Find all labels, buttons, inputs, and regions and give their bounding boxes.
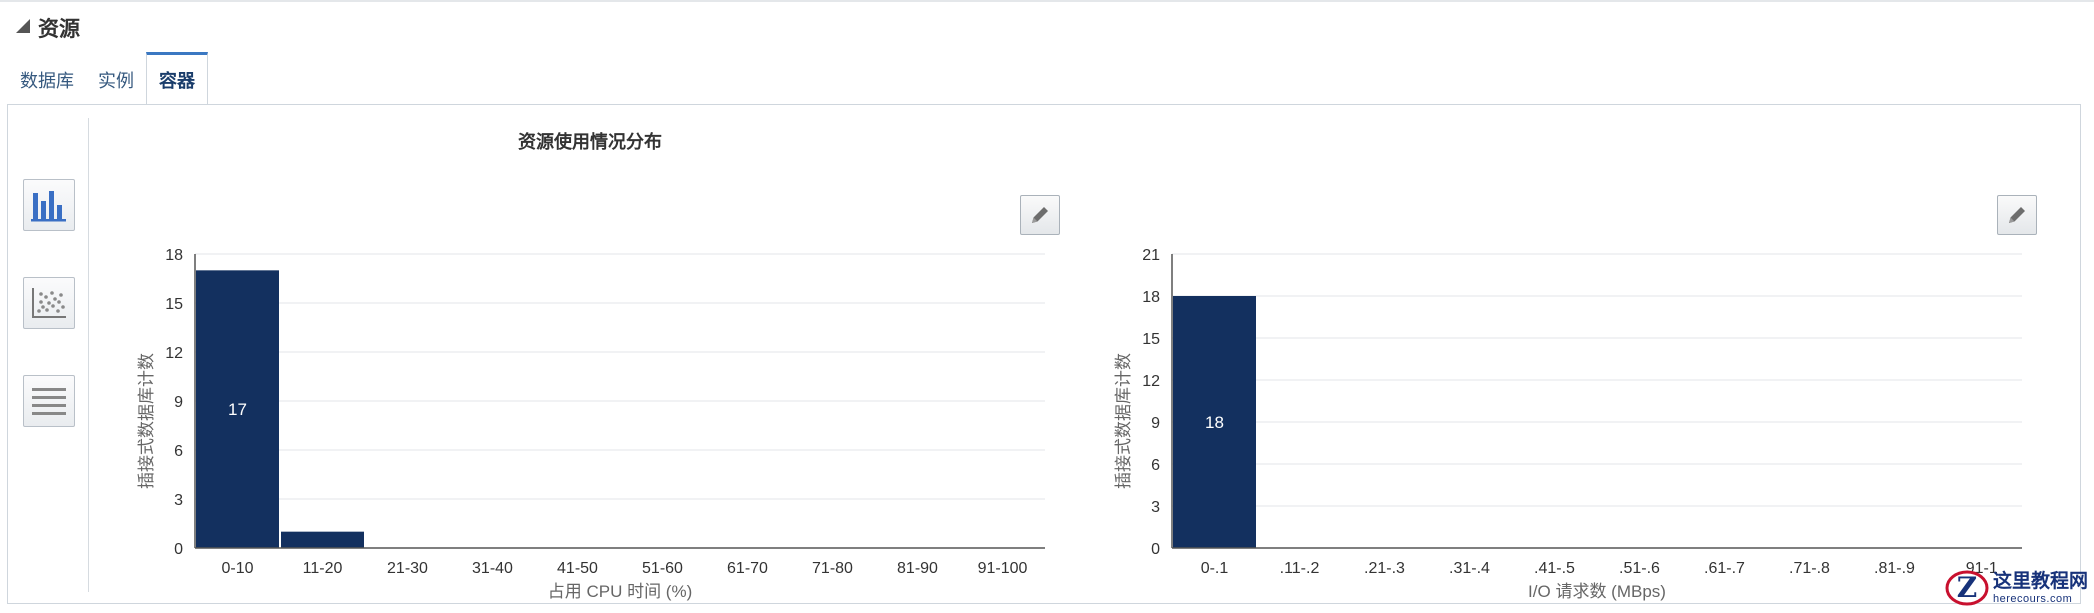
x-tick-label: 0-.1 (1201, 560, 1229, 577)
tab-instance[interactable]: 实例 (98, 71, 134, 91)
pencil-icon (2009, 207, 2025, 223)
edit-io-chart-button[interactable] (1997, 195, 2037, 235)
tab-bar: 数据库 实例 容器 (8, 52, 208, 106)
bar-0-.1[interactable] (1173, 296, 1256, 548)
x-tick-label: 81-90 (897, 560, 938, 577)
x-tick-label: .31-.4 (1449, 560, 1490, 577)
y-tick-label: 6 (174, 443, 183, 460)
y-tick-label: 3 (174, 492, 183, 509)
x-tick-label: 71-80 (812, 560, 853, 577)
x-tick-label: 21-30 (387, 560, 428, 577)
x-tick-label: 11-20 (303, 560, 343, 577)
x-tick-label: 61-70 (727, 560, 768, 577)
x-tick-label: .51-.6 (1619, 560, 1660, 577)
y-tick-label: 15 (165, 296, 183, 313)
bar-chart-view-button[interactable] (23, 179, 75, 231)
x-axis-title: 占用 CPU 时间 (%) (548, 582, 693, 601)
y-tick-label: 6 (1151, 457, 1160, 474)
bar-chart-icon (31, 191, 66, 222)
svg-text:Z: Z (1957, 571, 1977, 604)
io-requests-chart: 0 3 6 9 12 15 18 21 18 0-.1 .11-.2 .21-.3 .31-.4 .41-… (1107, 240, 2037, 601)
x-tick-label: 41-50 (557, 560, 598, 577)
y-tick-label: 15 (1142, 331, 1160, 348)
y-tick-label: 12 (1142, 373, 1160, 390)
x-tick-label: 91-100 (978, 560, 1028, 577)
x-tick-label: 31-40 (472, 560, 513, 577)
y-axis-title: 插接式数据库计数 (137, 353, 156, 489)
x-tick-label: .81-.9 (1874, 560, 1915, 577)
y-axis-title: 插接式数据库计数 (1114, 353, 1133, 489)
x-axis-title: I/O 请求数 (MBps) (1528, 582, 1666, 601)
tab-container[interactable]: 容器 (146, 52, 208, 106)
watermark-logo-icon: Z (1945, 568, 1989, 608)
cpu-time-chart: 0 3 6 9 12 15 18 17 0-10 11-20 21-30 31-40 41-50 51-6… (130, 240, 1060, 601)
watermark-cn: 这里教程网 (1993, 569, 2089, 592)
io-requests-chart-svg: 0 3 6 9 12 15 18 21 18 0-.1 .11-.2 .21-.3 .31-.4 .41-… (1114, 247, 2022, 601)
y-tick-label: 12 (165, 345, 183, 362)
watermark: Z 这里教程网 herecours.com (1945, 566, 2088, 610)
cpu-time-chart-svg: 0 3 6 9 12 15 18 17 0-10 11-20 21-30 31-40 41-50 51-6… (137, 247, 1045, 601)
x-tick-label: .11-.2 (1280, 560, 1320, 577)
scatter-chart-icon (32, 288, 66, 318)
x-tick-label: 0-10 (221, 560, 253, 577)
bar-data-label: 17 (228, 400, 247, 419)
edit-cpu-chart-button[interactable] (1020, 195, 1060, 235)
pencil-icon (1032, 207, 1048, 223)
scatter-chart-view-button[interactable] (23, 277, 75, 329)
y-tick-label: 18 (165, 247, 183, 264)
x-tick-label: 51-60 (642, 560, 683, 577)
y-tick-label: 18 (1142, 289, 1160, 306)
distribution-title: 资源使用情况分布 (518, 132, 662, 152)
bar-0-10[interactable] (196, 270, 279, 548)
x-tick-label: .61-.7 (1704, 560, 1745, 577)
y-tick-label: 0 (1151, 541, 1160, 558)
y-tick-label: 3 (1151, 499, 1160, 516)
x-tick-label: .41-.5 (1534, 560, 1575, 577)
tab-database[interactable]: 数据库 (20, 71, 74, 91)
y-tick-label: 9 (174, 394, 183, 411)
list-view-button[interactable] (23, 375, 75, 427)
bar-11-20[interactable] (281, 531, 364, 548)
x-tick-label: .21-.3 (1364, 560, 1405, 577)
list-view-icon (32, 388, 66, 415)
y-tick-label: 9 (1151, 415, 1160, 432)
content-panel (7, 104, 2081, 604)
section-title: 资源 (38, 18, 80, 41)
watermark-en: herecours.com (1993, 592, 2073, 605)
x-tick-label: .71-.8 (1789, 560, 1830, 577)
toolbar-divider (88, 118, 89, 592)
y-tick-label: 0 (174, 541, 183, 558)
y-tick-label: 21 (1142, 247, 1160, 264)
section-header[interactable]: 资源 (16, 14, 80, 42)
collapse-triangle-icon[interactable] (16, 19, 30, 33)
bar-data-label: 18 (1205, 413, 1224, 432)
top-divider (0, 0, 2094, 2)
